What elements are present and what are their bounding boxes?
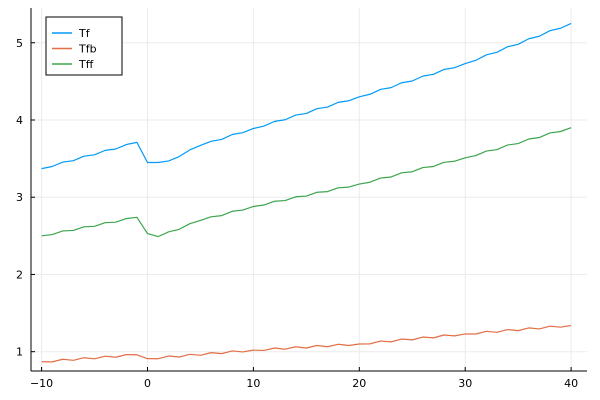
series-line-tfb [41,324,572,363]
y-tick-label: 5 [16,37,23,50]
y-tick-label: 2 [16,268,23,281]
series-layer [41,22,572,363]
legend-label: Tff [78,58,94,71]
grid [31,8,587,371]
x-tick-label: 20 [352,377,366,390]
x-tick-label: 10 [246,377,260,390]
legend: Tf Tfb Tff [45,16,123,76]
y-tick-label: 1 [16,346,23,359]
legend-label: Tf [78,27,91,40]
axes [30,8,587,372]
legend-label: Tfb [78,43,97,56]
y-tick-label: 3 [16,191,23,204]
x-tick-label: 40 [564,377,578,390]
x-tick-label: −10 [30,377,53,390]
series-line-tff [41,127,572,238]
x-tick-label: 0 [144,377,151,390]
y-tick-label: 4 [16,114,23,127]
legend-box [45,16,123,76]
series-line-tf [41,22,572,170]
tick-labels: −10 0 10 20 30 40 1 2 3 4 5 [16,37,578,390]
x-tick-label: 30 [458,377,472,390]
